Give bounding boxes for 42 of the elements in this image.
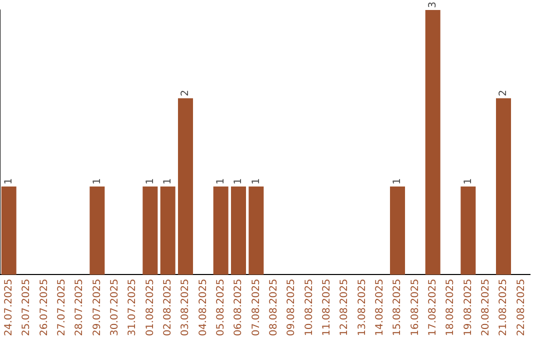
data-label: 1 [92, 178, 103, 184]
x-tick-label: 10.08.2025 [304, 278, 315, 336]
x-tick-label: 24.07.2025 [3, 278, 14, 336]
x-tick-label: 30.07.2025 [109, 278, 120, 336]
x-tick-label: 22.08.2025 [516, 278, 527, 336]
x-tick-label: 15.08.2025 [392, 278, 404, 336]
x-tick-label: 06.08.2025 [233, 278, 244, 336]
x-tick-label: 09.08.2025 [286, 278, 298, 336]
x-tick-label: 28.07.2025 [74, 278, 86, 336]
x-tick-label: 27.07.2025 [56, 278, 68, 336]
data-label: 1 [233, 178, 244, 184]
data-label: 2 [180, 90, 192, 96]
data-label: 1 [144, 178, 156, 184]
x-tick-label: 17.08.2025 [427, 278, 438, 336]
data-label: 1 [462, 178, 474, 184]
data-label: 2 [498, 90, 510, 96]
x-tick-label: 26.07.2025 [38, 278, 50, 336]
x-tick-label: 05.08.2025 [215, 278, 226, 336]
x-tick-label: 29.07.2025 [92, 278, 103, 336]
x-tick-label: 07.08.2025 [250, 278, 262, 336]
x-tick-label: 04.08.2025 [198, 278, 209, 336]
data-label: 1 [250, 178, 262, 184]
x-tick-label: 21.08.2025 [498, 278, 510, 336]
x-tick-label: 31.07.2025 [127, 278, 138, 336]
x-tick-label: 12.08.2025 [339, 278, 350, 336]
x-tick-label: 16.08.2025 [410, 278, 421, 336]
x-tick-label: 20.08.2025 [480, 278, 492, 336]
x-tick-label: 18.08.2025 [445, 278, 456, 336]
x-tick-label: 03.08.2025 [180, 278, 192, 336]
data-label: 1 [392, 178, 404, 184]
data-label: 3 [427, 2, 438, 8]
data-label: 1 [162, 178, 174, 184]
x-tick-label: 13.08.2025 [356, 278, 368, 336]
x-tick-label: 25.07.2025 [21, 278, 32, 336]
x-tick-label: 01.08.2025 [144, 278, 156, 336]
x-tick-label: 02.08.2025 [162, 278, 174, 336]
data-label: 1 [3, 178, 14, 184]
x-tick-label: 11.08.2025 [321, 278, 332, 336]
x-tick-label: 08.08.2025 [268, 278, 280, 336]
x-tick-label: 14.08.2025 [374, 278, 386, 336]
x-tick-label: 19.08.2025 [462, 278, 474, 336]
data-label: 1 [215, 178, 226, 184]
